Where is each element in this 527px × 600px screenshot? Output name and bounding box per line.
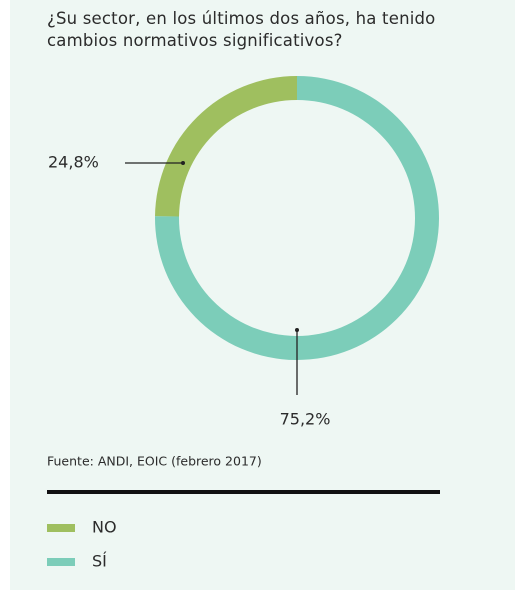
chart-title: ¿Su sector, en los últimos dos años, ha …: [47, 9, 436, 50]
leader-dot: [181, 161, 185, 165]
legend-swatch: [47, 558, 75, 566]
data-label: 24,8%: [48, 153, 99, 172]
legend-label: NO: [92, 518, 117, 537]
data-label: 75,2%: [280, 410, 331, 429]
legend-label: SÍ: [92, 552, 107, 571]
legend-swatch: [47, 524, 75, 532]
source-note: Fuente: ANDI, EOIC (febrero 2017): [47, 454, 262, 469]
donut-slice: [155, 76, 297, 217]
leader-dot: [295, 328, 299, 332]
